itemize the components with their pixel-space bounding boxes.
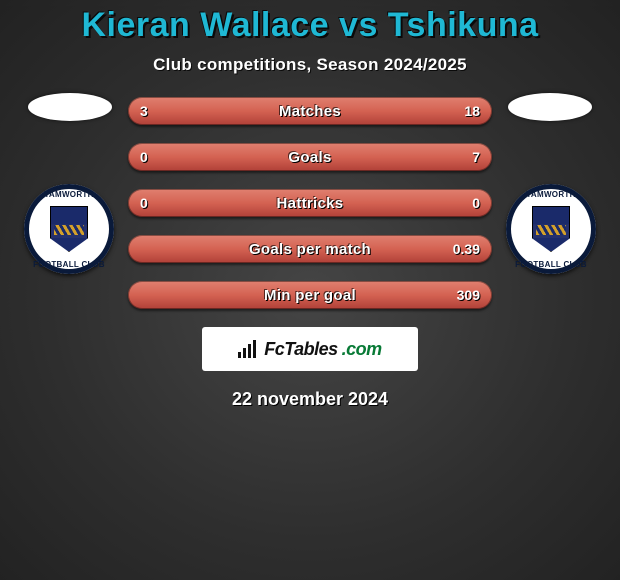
stat-left-value bbox=[128, 281, 152, 309]
crest-band-top: TAMWORTH bbox=[506, 190, 596, 199]
stat-label: Goals per match bbox=[249, 241, 371, 258]
stat-label: Matches bbox=[279, 103, 341, 120]
left-side bbox=[20, 97, 120, 121]
stat-label: Goals bbox=[288, 149, 331, 166]
comparison-subtitle: Club competitions, Season 2024/2025 bbox=[0, 55, 620, 75]
site-logo-text-2: .com bbox=[342, 339, 382, 360]
site-logo: FcTables.com bbox=[202, 327, 418, 371]
comparison-date: 22 november 2024 bbox=[0, 389, 620, 410]
stat-left-value bbox=[128, 235, 152, 263]
stat-row-hattricks: 0 Hattricks 0 bbox=[128, 189, 492, 217]
stat-row-goals-per-match: Goals per match 0.39 bbox=[128, 235, 492, 263]
stat-left-value: 0 bbox=[128, 189, 160, 217]
stat-row-matches: 3 Matches 18 bbox=[128, 97, 492, 125]
comparison-card: Kieran Wallace vs Tshikuna Club competit… bbox=[0, 6, 620, 580]
stat-right-value: 18 bbox=[452, 97, 492, 125]
left-club-crest: TAMWORTH FOOTBALL CLUB bbox=[24, 184, 114, 274]
right-club-crest: TAMWORTH FOOTBALL CLUB bbox=[506, 184, 596, 274]
stat-label: Min per goal bbox=[264, 287, 356, 304]
stat-right-value: 7 bbox=[460, 143, 492, 171]
crest-band-bottom: FOOTBALL CLUB bbox=[506, 260, 596, 269]
stat-right-value: 0 bbox=[460, 189, 492, 217]
crest-band-top: TAMWORTH bbox=[24, 190, 114, 199]
crest-shield-icon bbox=[532, 206, 570, 252]
bar-chart-icon bbox=[238, 340, 260, 358]
stat-right-value: 309 bbox=[445, 281, 492, 309]
stat-right-value: 0.39 bbox=[441, 235, 492, 263]
stats-bars: 3 Matches 18 0 Goals 7 0 Hattricks 0 Goa… bbox=[120, 97, 500, 309]
stat-left-value: 3 bbox=[128, 97, 160, 125]
stat-row-goals: 0 Goals 7 bbox=[128, 143, 492, 171]
site-logo-text-1: FcTables bbox=[264, 339, 337, 360]
page-title: Kieran Wallace vs Tshikuna bbox=[0, 6, 620, 45]
right-side bbox=[500, 97, 600, 121]
stat-left-value: 0 bbox=[128, 143, 160, 171]
crest-shield-icon bbox=[50, 206, 88, 252]
crest-band-bottom: FOOTBALL CLUB bbox=[24, 260, 114, 269]
right-flag-oval bbox=[508, 93, 592, 121]
stat-row-min-per-goal: Min per goal 309 bbox=[128, 281, 492, 309]
stat-label: Hattricks bbox=[277, 195, 344, 212]
left-flag-oval bbox=[28, 93, 112, 121]
